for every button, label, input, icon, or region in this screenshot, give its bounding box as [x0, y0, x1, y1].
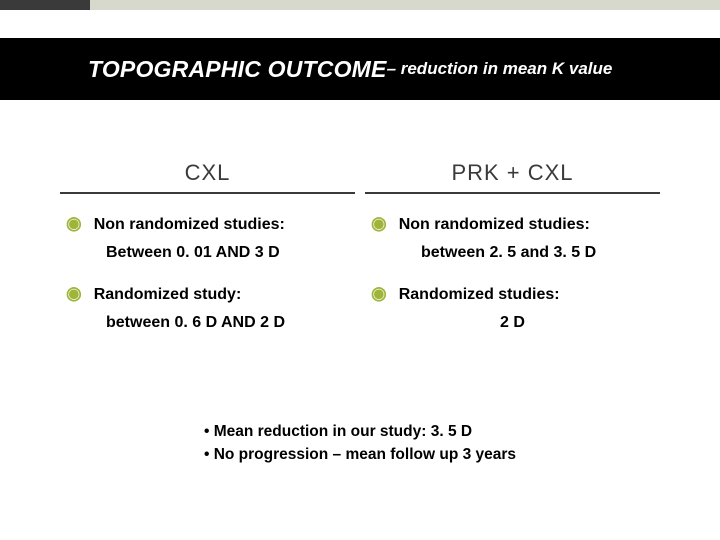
- column-left-heading: CXL: [60, 160, 355, 194]
- column-right: PRK + CXL ◉ Non randomized studies: betw…: [365, 160, 660, 354]
- list-item: ◉ Randomized study:: [60, 284, 355, 304]
- list-item-detail: 2 D: [365, 314, 660, 332]
- slide-title-main: TOPOGRAPHIC OUTCOME: [88, 56, 387, 83]
- list-item: ◉ Non randomized studies:: [365, 214, 660, 234]
- target-bullet-icon: ◉: [66, 214, 82, 232]
- target-bullet-icon: ◉: [66, 284, 82, 302]
- slide-body: CXL ◉ Non randomized studies: Between 0.…: [0, 160, 720, 354]
- target-bullet-icon: ◉: [371, 214, 387, 232]
- list-item-label: Randomized studies:: [399, 286, 560, 304]
- top-accent-bar: [0, 0, 720, 10]
- column-right-heading: PRK + CXL: [365, 160, 660, 194]
- list-item: ◉ Non randomized studies:: [60, 214, 355, 234]
- footer-line: No progression – mean follow up 3 years: [204, 443, 516, 466]
- list-item-detail: Between 0. 01 AND 3 D: [106, 244, 355, 262]
- footer-notes: Mean reduction in our study: 3. 5 D No p…: [0, 420, 720, 467]
- list-item-label: Non randomized studies:: [399, 216, 590, 234]
- list-item-label: Non randomized studies:: [94, 216, 285, 234]
- slide-title-sub: – reduction in mean K value: [387, 59, 613, 79]
- footer-line: Mean reduction in our study: 3. 5 D: [204, 420, 516, 443]
- title-bar: TOPOGRAPHIC OUTCOME – reduction in mean …: [0, 38, 720, 100]
- column-left: CXL ◉ Non randomized studies: Between 0.…: [60, 160, 355, 354]
- list-item-detail: between 2. 5 and 3. 5 D: [421, 244, 660, 262]
- top-accent-bar-dark: [0, 0, 90, 10]
- list-item: ◉ Randomized studies:: [365, 284, 660, 304]
- target-bullet-icon: ◉: [371, 284, 387, 302]
- list-item-detail: between 0. 6 D AND 2 D: [106, 314, 355, 332]
- list-item-label: Randomized study:: [94, 286, 242, 304]
